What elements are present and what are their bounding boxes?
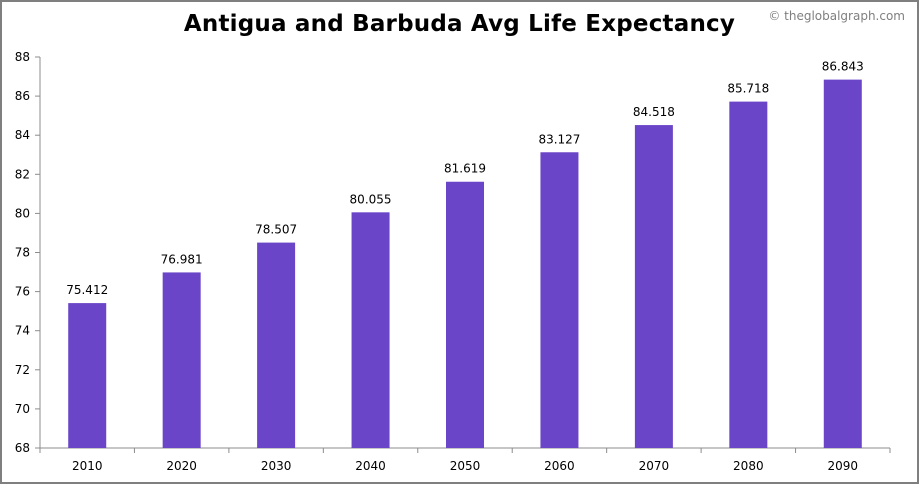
data-label-2040: 80.055 <box>350 192 392 206</box>
y-tick-label: 74 <box>15 324 30 338</box>
y-tick-label: 72 <box>15 363 30 377</box>
x-tick-label-2060: 2060 <box>544 459 575 473</box>
y-tick-label: 78 <box>15 246 30 260</box>
y-tick-label: 84 <box>15 128 30 142</box>
y-tick-label: 80 <box>15 206 30 220</box>
data-label-2050: 81.619 <box>444 162 486 176</box>
x-tick-label-2090: 2090 <box>828 459 859 473</box>
data-label-2080: 85.718 <box>727 82 769 96</box>
data-label-2030: 78.507 <box>255 223 297 237</box>
bar-2040 <box>351 212 390 448</box>
x-tick-label-2050: 2050 <box>450 459 481 473</box>
x-tick-label-2080: 2080 <box>733 459 764 473</box>
data-label-2070: 84.518 <box>633 105 675 119</box>
x-tick-label-2070: 2070 <box>639 459 670 473</box>
chart-title: Antigua and Barbuda Avg Life Expectancy <box>183 11 736 37</box>
watermark: © theglobalgraph.com <box>768 9 905 23</box>
x-tick-label-2010: 2010 <box>72 459 103 473</box>
bar-2020 <box>162 272 201 448</box>
y-tick-label: 68 <box>15 441 30 455</box>
data-label-2090: 86.843 <box>822 60 864 74</box>
y-tick-label: 88 <box>15 50 30 64</box>
y-tick-label: 70 <box>15 402 30 416</box>
bar-2030 <box>257 242 296 448</box>
bar-2090 <box>823 79 862 448</box>
data-label-2020: 76.981 <box>161 252 203 266</box>
bar-2010 <box>68 303 107 448</box>
x-tick-label-2040: 2040 <box>355 459 386 473</box>
y-tick-label: 86 <box>15 89 30 103</box>
bar-2050 <box>446 181 484 449</box>
data-label-2060: 83.127 <box>538 132 580 146</box>
x-tick-label-2020: 2020 <box>166 459 197 473</box>
data-label-2010: 75.412 <box>66 283 108 297</box>
x-tick-label-2030: 2030 <box>261 459 292 473</box>
bar-2060 <box>540 152 579 448</box>
y-tick-label: 82 <box>15 167 30 181</box>
y-tick-label: 76 <box>15 285 30 299</box>
bar-2080 <box>729 101 768 448</box>
bar-2070 <box>634 125 673 449</box>
